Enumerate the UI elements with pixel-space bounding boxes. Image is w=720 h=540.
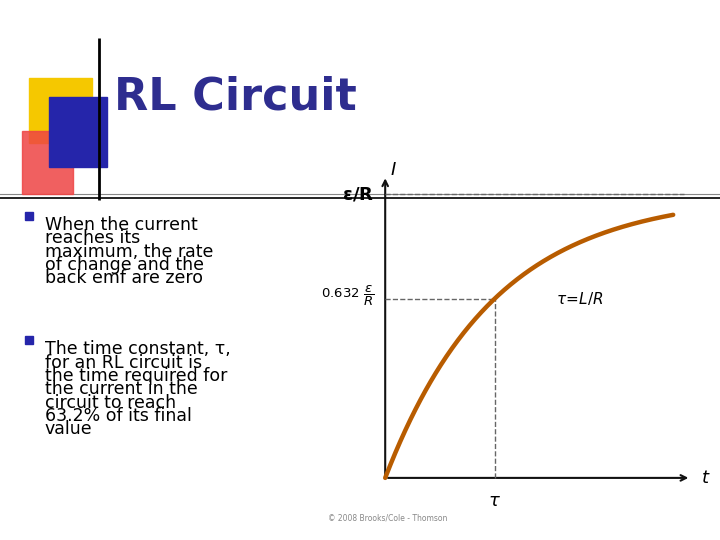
Text: the current in the: the current in the [45, 380, 197, 399]
Text: 63.2% of its final: 63.2% of its final [45, 407, 192, 425]
Text: $\tau$: $\tau$ [488, 491, 501, 510]
Text: $\tau\!=\!L/R$: $\tau\!=\!L/R$ [556, 290, 603, 307]
Bar [22, 131, 73, 194]
Bar [29, 78, 92, 143]
Text: value: value [45, 421, 92, 438]
Text: for an RL circuit is: for an RL circuit is [45, 354, 202, 372]
Text: reaches its: reaches its [45, 230, 140, 247]
Text: maximum, the rate: maximum, the rate [45, 243, 213, 261]
Bar [49, 97, 107, 167]
Text: The time constant, τ,: The time constant, τ, [45, 340, 230, 358]
Text: of change and the: of change and the [45, 256, 204, 274]
Text: $t$: $t$ [701, 469, 710, 487]
Text: When the current: When the current [45, 216, 197, 234]
Text: $I$: $I$ [390, 161, 397, 179]
Text: $0.632\ \dfrac{\varepsilon}{R}$: $0.632\ \dfrac{\varepsilon}{R}$ [321, 284, 374, 308]
Text: circuit to reach: circuit to reach [45, 394, 176, 411]
Text: RL Circuit: RL Circuit [114, 76, 356, 119]
Text: back emf are zero: back emf are zero [45, 269, 202, 287]
Text: $\boldsymbol{\varepsilon}$$\mathbf{/R}$: $\boldsymbol{\varepsilon}$$\mathbf{/R}$ [343, 185, 374, 204]
Text: © 2008 Brooks/Cole - Thomson: © 2008 Brooks/Cole - Thomson [328, 514, 447, 523]
Text: the time required for: the time required for [45, 367, 227, 385]
